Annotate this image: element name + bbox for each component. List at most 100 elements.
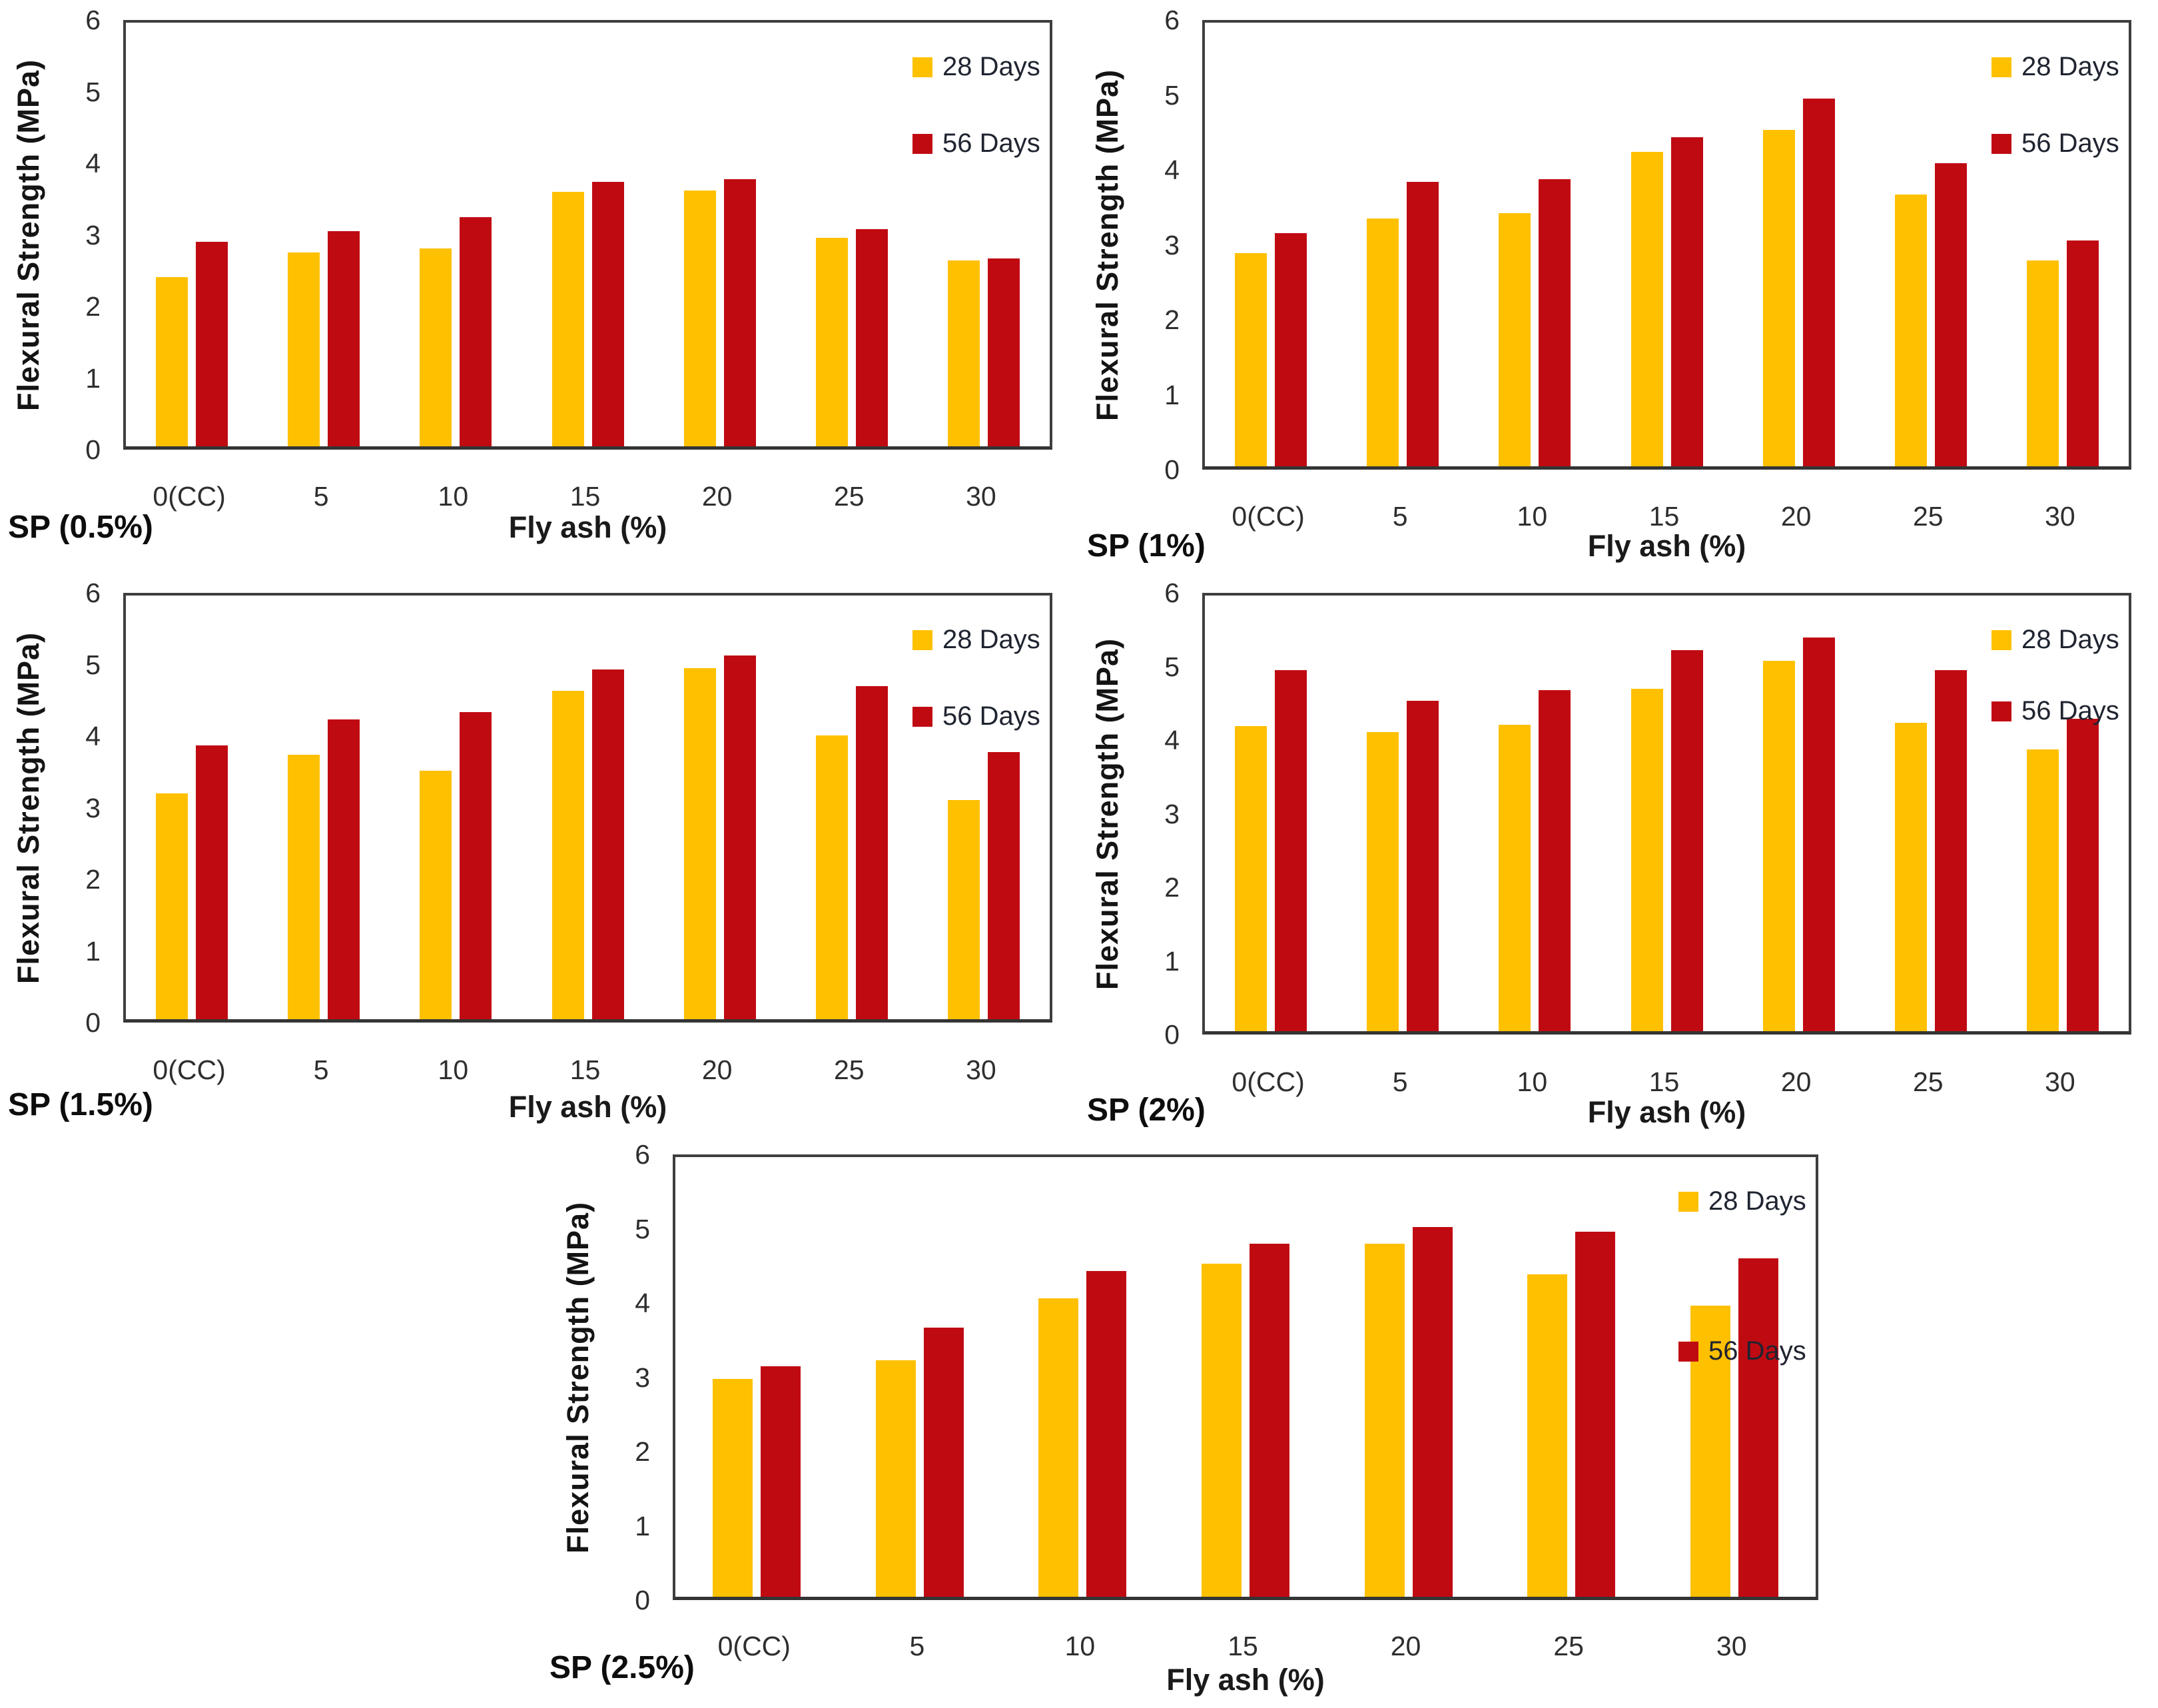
legend-swatch-icon [912,706,932,727]
x-axis-tick-label: 0(CC) [1232,1067,1305,1097]
y-axis-tick-label: 0 [1164,1019,1180,1050]
x-axis-tick-label: 30 [2045,501,2075,532]
bar-56days-25 [1575,1232,1616,1597]
y-axis-tick-label: 5 [1164,79,1180,111]
y-axis-tick-label: 6 [635,1139,650,1170]
x-axis-tick-label: 25 [1553,1631,1584,1661]
y-axis-tick-label: 6 [85,5,101,35]
bar-56days-5 [328,230,360,446]
legend-label: 56 Days [942,701,1040,731]
legend-label: 28 Days [942,52,1040,81]
y-axis-tick-label: 5 [85,649,101,680]
bar-28days-5 [288,754,320,1019]
legend-label: 56 Days [2021,129,2119,158]
bar-28days-30 [2026,749,2059,1031]
bar-56days-15 [591,669,624,1019]
x-axis-tick-label: 15 [1648,501,1680,532]
y-axis-tick-label: 3 [1164,798,1180,829]
legend-swatch-icon [1991,701,2011,721]
bar-28days-0(CC) [156,276,188,446]
y-axis-tick-label: 4 [85,148,101,179]
bar-56days-0(CC) [761,1366,801,1597]
bar-56days-10 [1086,1270,1127,1597]
bar-28days-25 [815,238,848,446]
bar-28days-10 [420,248,452,446]
x-axis-tick-label: 5 [1392,1067,1408,1097]
chart-sp-2-percent: Flexural Strength (MPa) 0 1 2 3 4 5 6 28 Days 56 … [1079,574,2158,1146]
legend-label: 28 Days [1708,1186,1806,1216]
bar-28days-25 [1894,194,1927,466]
y-axis-tick-label: 0 [1164,454,1180,485]
bar-56days-10 [1539,179,1571,466]
y-axis-tick-label: 6 [85,578,101,608]
legend-swatch-icon [912,57,932,77]
bar-28days-5 [1367,218,1399,466]
plot-area: 28 Days 56 Days [673,1154,1818,1600]
chart-sp-1-5-percent: Flexural Strength (MPa) 0 1 2 3 4 5 6 28 Days 56 … [0,574,1079,1146]
bar-28days-5 [875,1360,916,1597]
bar-56days-25 [1934,163,1967,466]
bar-28days-30 [947,800,980,1019]
bar-56days-10 [460,216,492,446]
y-axis-tick-label: 2 [1164,304,1180,335]
y-axis-tick-label: 3 [85,219,101,250]
y-axis-tick-label: 4 [635,1288,650,1318]
y-axis-tick-label: 5 [1164,651,1180,682]
legend-swatch-icon [1678,1191,1698,1212]
bar-56days-20 [723,655,756,1019]
legend-label: 56 Days [1708,1336,1806,1366]
legend-swatch-icon [1678,1341,1698,1362]
x-axis-tick-label: 25 [833,1055,865,1085]
bar-28days-25 [815,735,848,1019]
bar-56days-15 [1670,649,1703,1031]
y-axis-tick-label: 2 [635,1436,650,1467]
x-axis-tick-label: 20 [701,481,733,512]
x-axis-tick-label: 25 [1912,501,1944,532]
legend-item-56-days: 56 Days [912,701,1040,731]
bar-28days-15 [1630,688,1663,1031]
y-axis-tick-label: 5 [635,1213,650,1244]
y-axis-tick-label: 0 [85,434,101,465]
legend-item-28-days: 28 Days [912,625,1040,655]
bar-28days-10 [1499,213,1531,466]
y-axis-tick-label: 0 [635,1585,650,1615]
bar-56days-15 [1250,1243,1289,1597]
bar-28days-5 [1367,731,1399,1031]
bar-28days-20 [683,668,716,1019]
bar-28days-10 [1499,725,1531,1031]
x-axis-tick-label: 30 [2045,1067,2075,1097]
y-axis-tick-label: 3 [1164,229,1180,260]
x-axis-tick-label: 20 [1780,501,1812,532]
x-axis-tick-label: 0(CC) [153,481,226,512]
bar-56days-20 [1802,99,1835,466]
legend-item-28-days: 28 Days [1678,1186,1806,1216]
bar-56days-5 [1407,701,1439,1031]
x-axis-title: Fly ash (%) [1166,1663,1325,1697]
legend-label: 56 Days [2021,696,2119,725]
legend-label: 56 Days [942,129,1040,158]
bar-56days-0(CC) [196,745,228,1019]
panel-label: SP (1.5%) [8,1087,153,1122]
bar-28days-0(CC) [156,793,188,1019]
x-axis-tick-label: 10 [438,1055,469,1085]
y-axis-tick-label: 2 [85,291,101,322]
x-axis-tick-label: 15 [1648,1067,1680,1097]
plot-area: 28 Days 56 Days [123,593,1052,1023]
legend-item-56-days: 56 Days [912,129,1040,159]
legend-swatch-icon [1991,57,2011,77]
y-axis-tick-label: 2 [85,864,101,895]
plot-area: 28 Days 56 Days [123,20,1052,450]
bar-28days-15 [551,192,584,446]
x-axis-tick-label: 0(CC) [717,1631,791,1661]
y-axis-tick-label: 4 [1164,155,1180,185]
legend-label: 28 Days [2021,625,2119,654]
x-axis-tick-label: 10 [1064,1631,1096,1661]
x-axis-tick-label: 10 [1517,501,1548,532]
legend-item-28-days: 28 Days [1991,52,2119,82]
legend: 28 Days 56 Days [1991,52,2119,159]
legend-item-56-days: 56 Days [1991,129,2119,159]
bar-56days-5 [1407,181,1439,466]
bar-56days-15 [1670,137,1703,466]
x-axis-tick-label: 5 [313,481,329,512]
panel-label: SP (2.5%) [549,1650,695,1685]
